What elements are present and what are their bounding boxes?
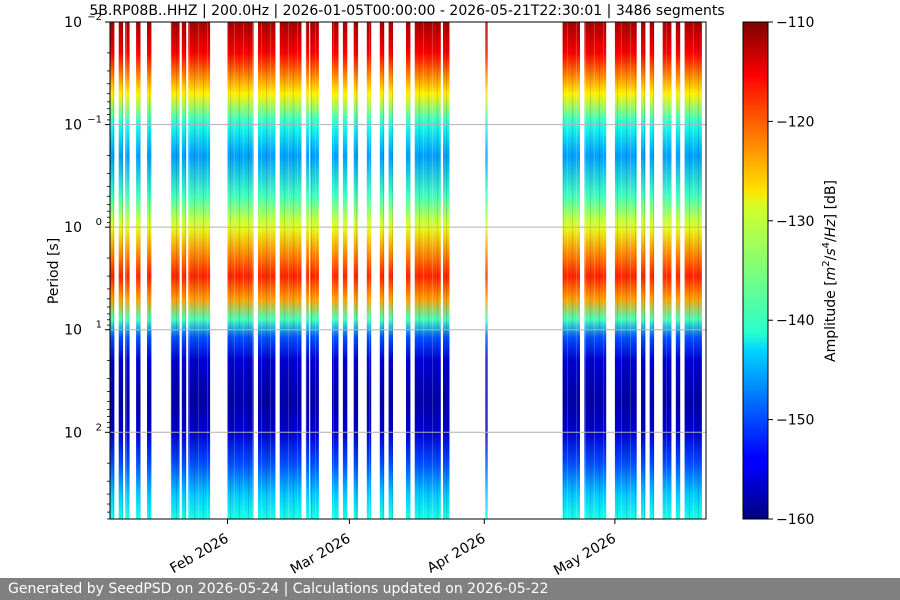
x-tick-label: Feb 2026 — [167, 531, 231, 577]
data-band-texture — [675, 22, 681, 519]
colorbar-tick-label: −150 — [776, 413, 814, 429]
data-band-texture — [118, 22, 124, 519]
data-band-texture — [110, 22, 115, 519]
colorbar: −110 −120 −130 −140 −150 −160 Amplitude [m2/s… — [742, 15, 839, 528]
x-tick-label: Apr 2026 — [425, 531, 489, 577]
data-band-texture — [147, 22, 152, 519]
data-band-texture — [305, 22, 310, 519]
footer-bar: Generated by SeedPSD on 2026-05-24 | Cal… — [0, 578, 900, 600]
data-band-texture — [366, 22, 372, 519]
colorbar-label: Amplitude [m2/s4/Hz] [dB] — [821, 180, 839, 362]
data-band-texture — [258, 22, 276, 519]
plot-frame — [109, 21, 707, 520]
y-tick-label: 10 — [64, 425, 82, 441]
data-band-texture — [170, 22, 180, 519]
y-tick-exponent: 0 — [96, 217, 102, 228]
footer-text: Generated by SeedPSD on 2026-05-24 | Cal… — [8, 581, 549, 597]
y-tick-exponent: 1 — [96, 320, 102, 331]
y-tick-exponent: −2 — [87, 12, 102, 23]
y-tick-label: 10 — [64, 220, 82, 236]
y-tick-label: 10 — [64, 323, 82, 339]
x-axis: Feb 2026 Mar 2026 Apr 2026 May 2026 — [167, 519, 619, 578]
colorbar-tick-label: −140 — [776, 313, 814, 329]
data-band-texture — [406, 22, 411, 519]
chart-title: 5B.RP08B..HHZ | 200.0Hz | 2026-01-05T00:… — [89, 3, 724, 19]
data-band-texture — [414, 22, 441, 519]
colorbar-tick-label: −110 — [776, 15, 814, 31]
data-band-texture — [379, 22, 385, 519]
y-tick-label: 10 — [64, 15, 82, 31]
y-axis-label: Period [s] — [46, 238, 62, 304]
data-band-texture — [125, 22, 130, 519]
data-band-texture — [641, 22, 646, 519]
data-band-texture — [188, 22, 211, 519]
colorbar-gradient — [742, 21, 769, 520]
data-band-texture — [614, 22, 637, 519]
data-band-texture — [584, 22, 607, 519]
y-axis: 10 −2 10 −1 10 0 10 1 10 2 — [64, 12, 110, 520]
data-band-texture — [279, 22, 302, 519]
data-bands — [110, 22, 702, 519]
data-band-texture — [310, 22, 319, 519]
y-tick-exponent: −1 — [87, 115, 102, 126]
colorbar-ticks: −110 −120 −130 −140 −150 −160 — [768, 15, 814, 528]
plot-area: 10 −2 10 −1 10 0 10 1 10 2 Feb 2026 Mar 2026 Apr 20… — [64, 12, 707, 578]
data-band-texture — [562, 22, 580, 519]
colorbar-tick-label: −120 — [776, 114, 814, 130]
data-band-texture — [485, 22, 488, 519]
data-band-texture — [353, 22, 359, 519]
y-tick-label: 10 — [64, 118, 82, 134]
data-band-texture — [227, 22, 254, 519]
data-band-texture — [181, 22, 187, 519]
x-tick-label: May 2026 — [551, 531, 619, 578]
data-band-texture — [342, 22, 348, 519]
psd-spectrogram-chart: 5B.RP08B..HHZ | 200.0Hz | 2026-01-05T00:… — [46, 3, 839, 578]
data-band-texture — [443, 22, 450, 519]
y-tick-exponent: 2 — [96, 422, 102, 433]
data-band-texture — [662, 22, 672, 519]
x-tick-label: Mar 2026 — [288, 531, 354, 578]
data-band-texture — [136, 22, 141, 519]
data-band-texture — [332, 22, 339, 519]
colorbar-tick-label: −130 — [776, 214, 814, 230]
colorbar-tick-label: −160 — [776, 512, 814, 528]
data-band-texture — [388, 22, 393, 519]
data-band-texture — [684, 22, 702, 519]
data-band-texture — [649, 22, 655, 519]
